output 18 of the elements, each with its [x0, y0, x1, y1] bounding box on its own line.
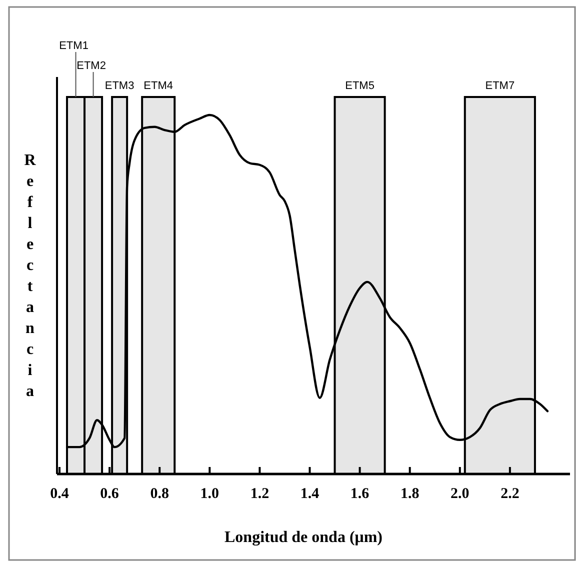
x-tick-label: 0.4	[50, 486, 70, 502]
x-tick-label: 1.2	[250, 486, 270, 502]
band-label: ETM4	[144, 80, 174, 92]
band-label: ETM5	[345, 80, 374, 92]
band-label: ETM2	[76, 60, 106, 72]
band-label: ETM1	[59, 40, 88, 52]
x-tick-label: 0.8	[150, 486, 169, 502]
x-tick-label: 1.6	[350, 486, 370, 502]
x-tick-label: 2.2	[500, 486, 520, 502]
x-tick-label: 1.8	[400, 486, 420, 502]
text: Reflectancia	[24, 152, 36, 400]
x-tick-label: 1.4	[300, 486, 320, 502]
band-label: ETM7	[485, 80, 515, 92]
x-tick-label: 1.0	[200, 486, 220, 502]
band-label: ETM3	[104, 80, 134, 92]
x-tick-label: 2.0	[450, 486, 470, 502]
x-tick-label: 0.6	[100, 486, 120, 502]
x-axis-title: Longitud de onda (μm)	[224, 529, 382, 546]
